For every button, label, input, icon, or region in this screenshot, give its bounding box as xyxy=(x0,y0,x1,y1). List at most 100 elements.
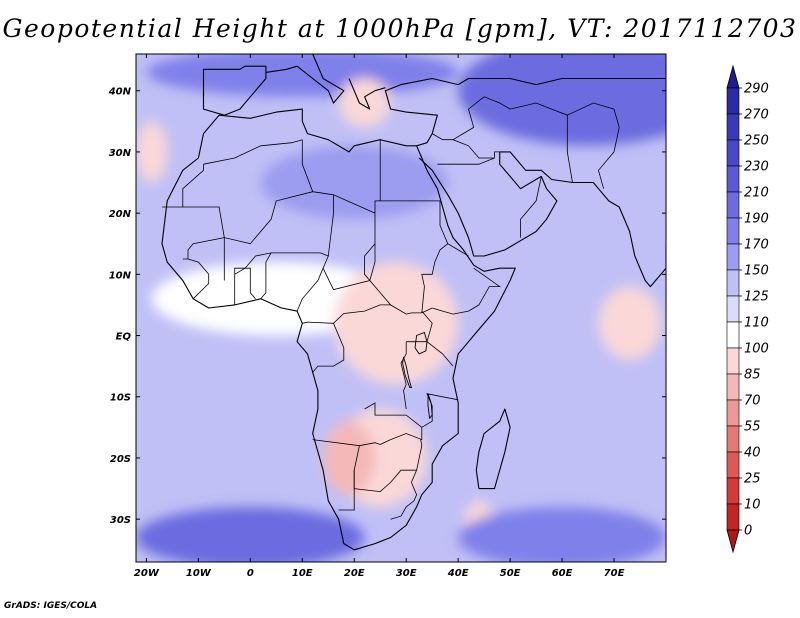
shade-region xyxy=(136,506,365,562)
axis-ticks xyxy=(136,54,666,562)
lon-label: 40E xyxy=(447,568,469,579)
latitude-labels: 40N 30N 20N 10N EQ 10S 20S 30S xyxy=(108,87,132,526)
colorbar-label: 40 xyxy=(744,446,761,461)
lake-outline xyxy=(414,331,428,355)
colorbar-label: 25 xyxy=(744,472,761,487)
country-border xyxy=(437,157,495,165)
country-border xyxy=(162,164,204,208)
country-border xyxy=(187,237,225,281)
country-border xyxy=(452,96,573,183)
chart-title: Geopotential Height at 1000hPa [gpm], VT… xyxy=(2,14,798,43)
shade-region xyxy=(458,54,666,146)
lat-label: 40N xyxy=(108,87,132,98)
country-borders xyxy=(162,96,620,520)
country-border xyxy=(416,439,423,471)
country-border xyxy=(312,323,345,373)
colorbar-label: 290 xyxy=(744,82,769,97)
map-panel xyxy=(135,53,667,563)
country-border xyxy=(338,470,355,511)
lake-outline xyxy=(427,393,433,420)
lat-label: 20S xyxy=(110,454,131,465)
country-border xyxy=(302,304,391,324)
colorbar-label: 190 xyxy=(744,212,769,227)
colorbar: 2902702502302101901701501251101008570554… xyxy=(726,64,769,554)
colorbar-label: 210 xyxy=(744,186,769,201)
lat-label: 20N xyxy=(109,209,132,220)
country-border xyxy=(327,194,334,257)
lat-label: 10N xyxy=(109,270,132,281)
lon-label: 10E xyxy=(292,568,313,579)
lon-label: 0 xyxy=(247,568,254,579)
coastline xyxy=(161,108,516,551)
colorbar-swatch xyxy=(726,425,740,453)
country-border xyxy=(400,341,407,410)
country-border xyxy=(182,191,313,245)
lon-label: 70E xyxy=(604,568,625,579)
shade-region xyxy=(458,506,666,562)
coastlines xyxy=(161,54,666,551)
coastline xyxy=(418,151,666,288)
country-border xyxy=(567,102,620,189)
country-border xyxy=(296,268,324,312)
colorbar-bottom-arrow xyxy=(726,529,740,554)
lakes xyxy=(402,331,433,420)
colorbar-swatch xyxy=(726,217,740,245)
country-border xyxy=(312,439,391,447)
coastline xyxy=(348,78,386,110)
colorbar-label: 70 xyxy=(744,394,761,409)
country-border xyxy=(421,243,449,313)
lon-label: 10W xyxy=(186,568,212,579)
lon-label: 60E xyxy=(552,568,573,579)
colorbar-swatch xyxy=(726,139,740,167)
lat-label: 30N xyxy=(109,148,132,159)
shade-region xyxy=(333,262,459,385)
country-border xyxy=(364,213,433,315)
colorbar-swatch xyxy=(726,243,740,271)
colorbar-swatch xyxy=(726,165,740,193)
longitude-labels: 20W 10W 0 10E 20E 30E 40E 50E 60E 70E xyxy=(134,568,625,579)
grads-credit: GrADS: IGES/COLA xyxy=(4,601,98,611)
colorbar-label: 55 xyxy=(744,420,761,435)
shade-region xyxy=(136,121,168,183)
country-border xyxy=(439,200,469,257)
country-border xyxy=(301,139,314,192)
colorbar-swatch xyxy=(726,399,740,427)
lon-label: 30E xyxy=(396,568,417,579)
colorbar-swatch xyxy=(726,451,740,479)
shade-region xyxy=(323,421,376,495)
colorbar-label: 85 xyxy=(744,368,761,383)
colorbar-swatch xyxy=(726,87,740,115)
colorbar-label: 110 xyxy=(744,316,769,331)
colorbar-swatch xyxy=(726,295,740,323)
country-border xyxy=(421,393,459,428)
coastline xyxy=(202,65,267,116)
colorbar-swatch xyxy=(726,321,740,349)
colorbar-label: 250 xyxy=(744,134,769,149)
coastline xyxy=(265,54,345,104)
colorbar-label: 125 xyxy=(744,290,769,305)
country-border xyxy=(312,191,440,214)
country-border xyxy=(421,310,433,342)
colorbar-top-arrow xyxy=(726,64,740,89)
map-frame xyxy=(135,53,667,563)
colorbar-label: 0 xyxy=(744,524,752,539)
lon-label: 20E xyxy=(344,568,365,579)
lat-label: EQ xyxy=(116,332,132,343)
country-border xyxy=(260,252,272,300)
colorbar-swatch xyxy=(726,113,740,141)
country-border xyxy=(520,176,542,238)
colorbar-label: 150 xyxy=(744,264,769,279)
country-border xyxy=(203,139,303,165)
shade-region xyxy=(338,78,391,128)
country-border xyxy=(432,267,501,315)
coastline xyxy=(384,77,666,147)
colorbar-label: 10 xyxy=(744,498,761,513)
lon-label: 20W xyxy=(134,568,160,579)
country-border xyxy=(364,402,423,441)
country-border xyxy=(390,470,418,520)
colorbar-swatch xyxy=(726,477,740,505)
colorbar-swatch xyxy=(726,373,740,401)
lat-label: 30S xyxy=(110,515,131,526)
colorbar-swatch xyxy=(726,503,740,531)
